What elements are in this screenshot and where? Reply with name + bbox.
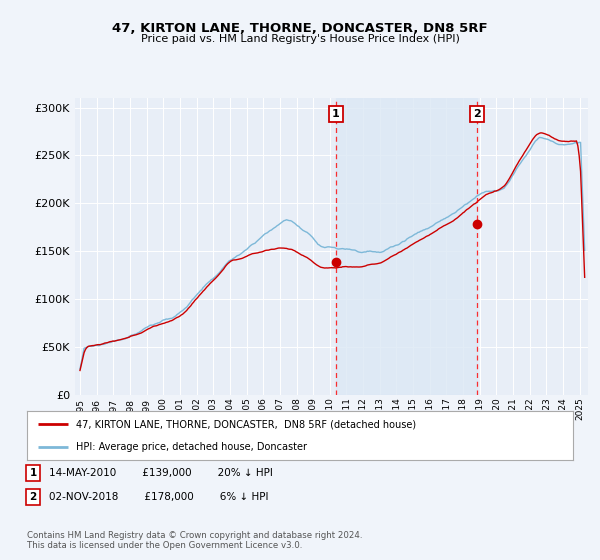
Text: 1: 1 [29, 468, 37, 478]
Text: HPI: Average price, detached house, Doncaster: HPI: Average price, detached house, Donc… [76, 442, 307, 452]
Text: 02-NOV-2018        £178,000        6% ↓ HPI: 02-NOV-2018 £178,000 6% ↓ HPI [49, 492, 269, 502]
Text: 2: 2 [29, 492, 37, 502]
Text: 1: 1 [332, 109, 340, 119]
Text: 47, KIRTON LANE, THORNE, DONCASTER,  DN8 5RF (detached house): 47, KIRTON LANE, THORNE, DONCASTER, DN8 … [76, 419, 416, 430]
Text: 2: 2 [473, 109, 481, 119]
Bar [336, 98, 477, 395]
Text: 14-MAY-2010        £139,000        20% ↓ HPI: 14-MAY-2010 £139,000 20% ↓ HPI [49, 468, 273, 478]
Text: Contains HM Land Registry data © Crown copyright and database right 2024.
This d: Contains HM Land Registry data © Crown c… [27, 530, 362, 550]
Text: 47, KIRTON LANE, THORNE, DONCASTER, DN8 5RF: 47, KIRTON LANE, THORNE, DONCASTER, DN8 … [112, 22, 488, 35]
Text: Price paid vs. HM Land Registry's House Price Index (HPI): Price paid vs. HM Land Registry's House … [140, 34, 460, 44]
